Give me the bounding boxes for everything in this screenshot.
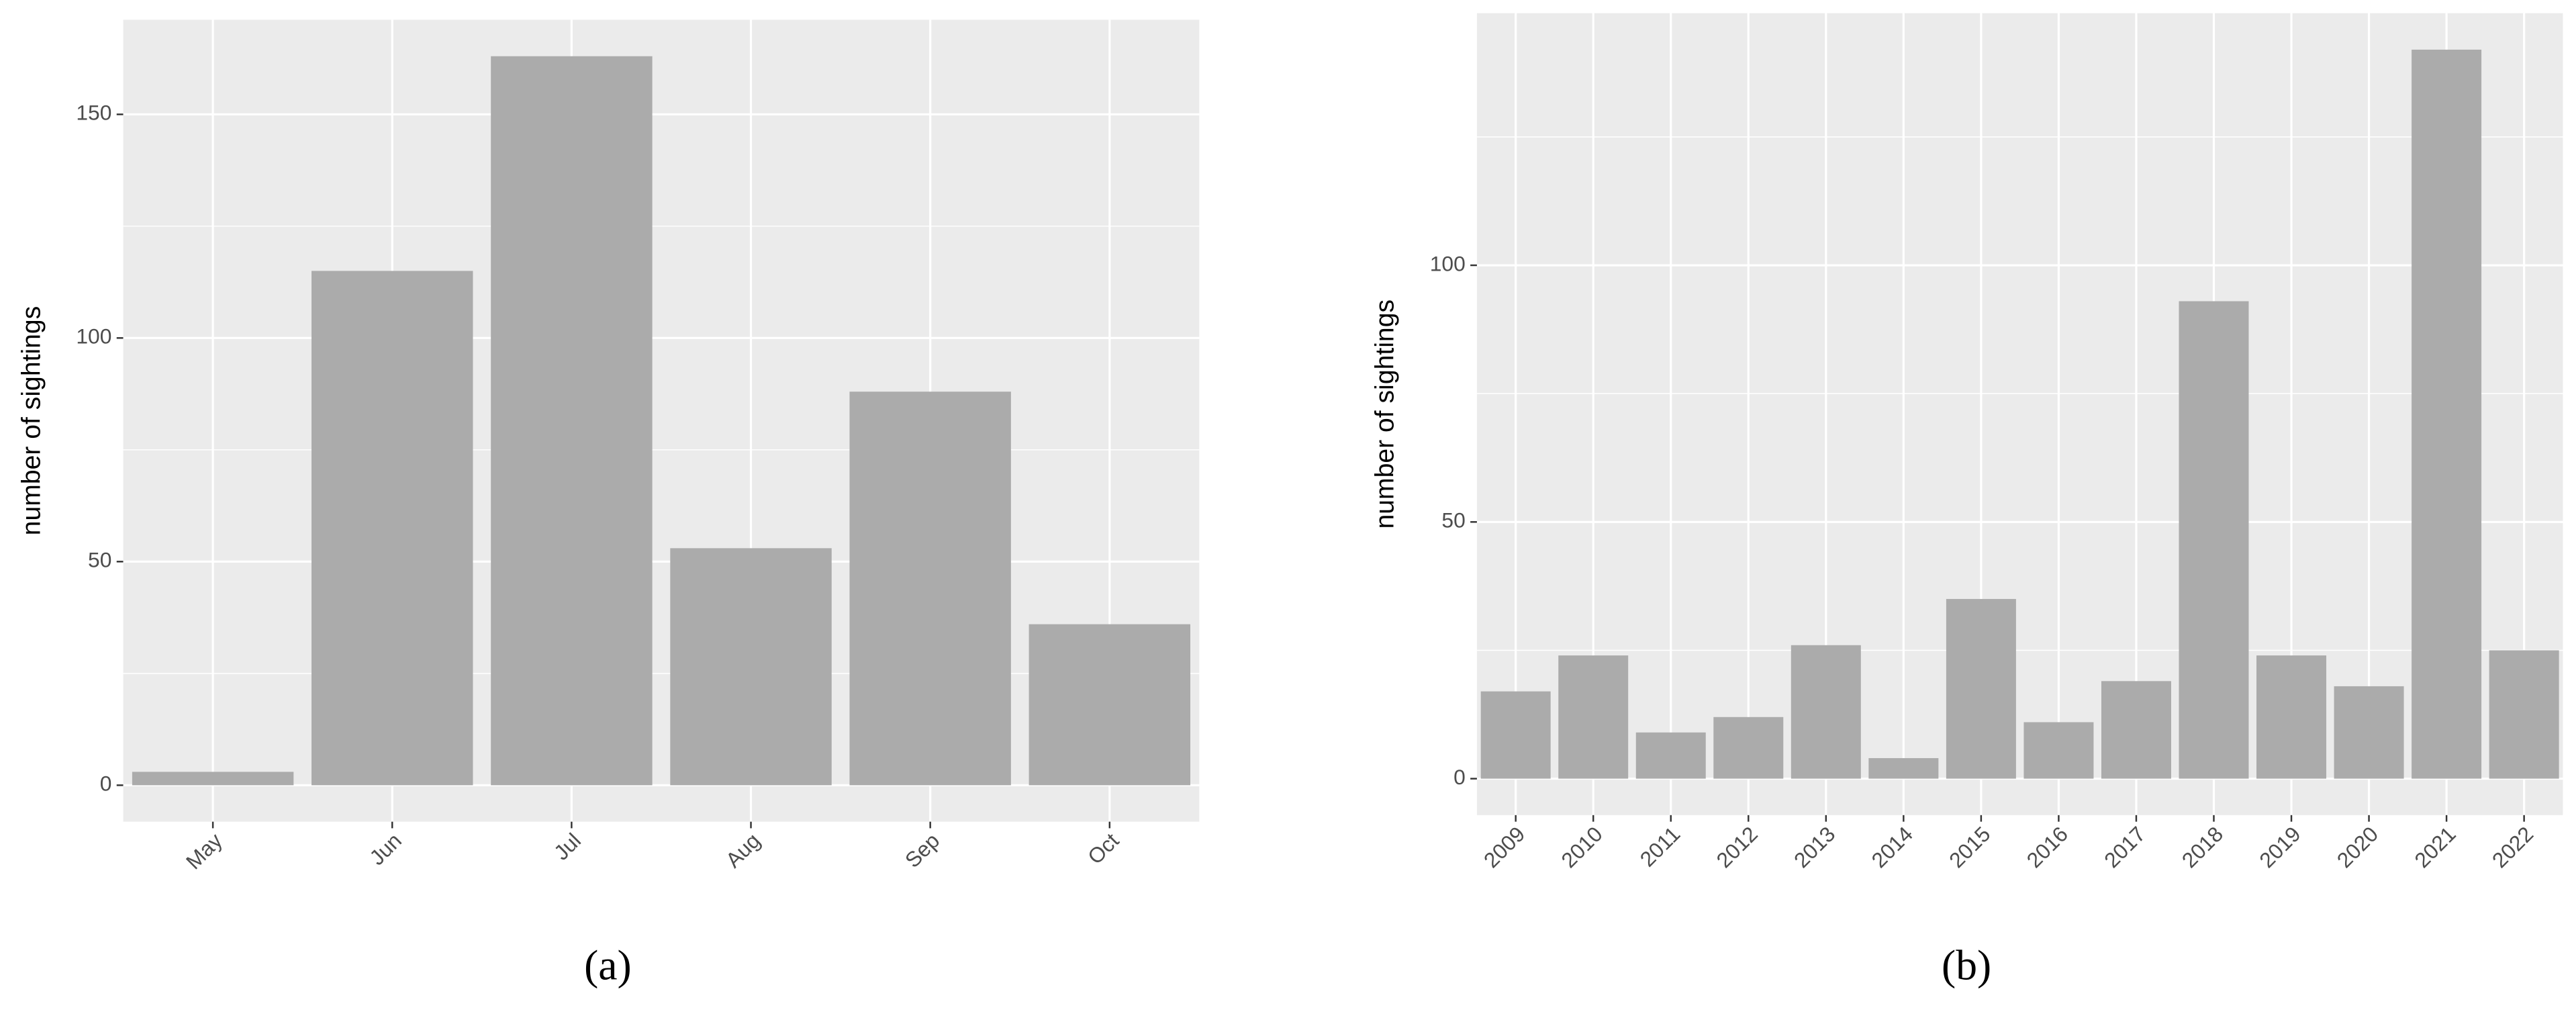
bar bbox=[1946, 598, 2016, 779]
x-tick-label: 2020 bbox=[2332, 822, 2383, 872]
y-tick-label: 50 bbox=[1441, 508, 1465, 533]
x-tick-label: 2009 bbox=[1479, 822, 1529, 872]
x-tick-label: 2016 bbox=[2022, 822, 2072, 872]
bar bbox=[2256, 655, 2327, 779]
bar bbox=[132, 772, 294, 786]
panel-background bbox=[1476, 13, 2563, 815]
x-tick-label: 2011 bbox=[1635, 822, 1685, 872]
x-tick-label: 2018 bbox=[2177, 822, 2228, 872]
bar bbox=[2101, 681, 2171, 779]
x-tick-label: 2013 bbox=[1789, 822, 1840, 872]
bar bbox=[312, 271, 473, 786]
bar bbox=[670, 548, 832, 786]
bar bbox=[2023, 722, 2094, 779]
x-tick-label: Jul bbox=[549, 829, 585, 865]
x-tick-label: Sep bbox=[900, 829, 944, 872]
x-tick-label: 2021 bbox=[2410, 822, 2460, 872]
bar bbox=[1713, 717, 1784, 779]
x-tick-label: 2015 bbox=[1944, 822, 1995, 872]
y-axis-title: number of sightings bbox=[1371, 299, 1400, 529]
y-tick-label: 0 bbox=[1453, 765, 1466, 789]
bar bbox=[1791, 645, 1861, 779]
caption: (b) bbox=[1942, 941, 1991, 988]
bar bbox=[2179, 301, 2249, 779]
bar bbox=[849, 391, 1011, 786]
bar bbox=[1480, 691, 1551, 779]
x-tick-label: Oct bbox=[1083, 828, 1124, 869]
y-tick-label: 100 bbox=[76, 324, 111, 349]
x-tick-label: 2022 bbox=[2487, 822, 2538, 872]
bar bbox=[1635, 732, 1706, 779]
x-tick-label: 2010 bbox=[1556, 822, 1607, 872]
panel-background bbox=[123, 19, 1200, 822]
x-tick-label: 2019 bbox=[2254, 822, 2305, 872]
x-tick-label: Jun bbox=[365, 829, 406, 870]
bar bbox=[491, 56, 653, 786]
bar bbox=[1558, 655, 1629, 779]
y-axis-title: number of sightings bbox=[17, 306, 46, 536]
x-tick-label: 2012 bbox=[1711, 822, 1762, 872]
y-tick-label: 0 bbox=[100, 772, 112, 796]
caption: (a) bbox=[584, 941, 632, 988]
bar bbox=[2334, 686, 2404, 779]
y-tick-label: 50 bbox=[88, 548, 111, 572]
y-tick-label: 100 bbox=[1430, 251, 1466, 275]
x-tick-label: 2014 bbox=[1867, 822, 1917, 872]
x-tick-label: Aug bbox=[721, 829, 765, 872]
bar bbox=[1868, 757, 1939, 779]
bar bbox=[2489, 650, 2559, 779]
bar bbox=[2412, 49, 2482, 779]
bar bbox=[1029, 624, 1191, 786]
y-tick-label: 150 bbox=[76, 101, 111, 125]
x-tick-label: May bbox=[181, 828, 227, 874]
x-tick-label: 2017 bbox=[2099, 822, 2150, 872]
